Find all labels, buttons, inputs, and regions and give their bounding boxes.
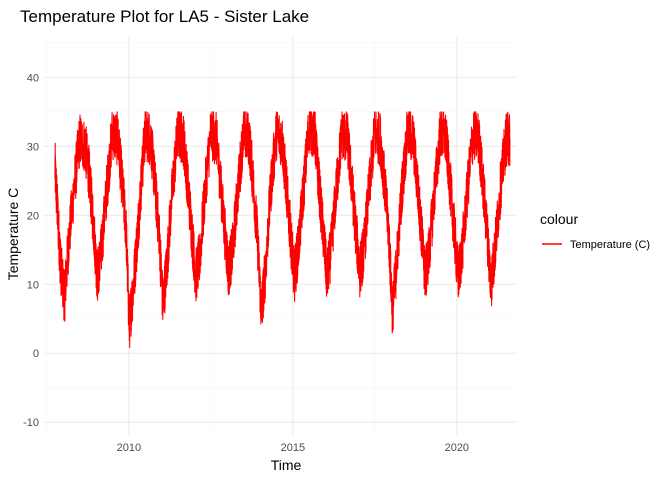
series-layer — [54, 111, 511, 349]
y-axis-title: Temperature C — [5, 188, 21, 281]
x-tick-label: 2010 — [117, 442, 141, 454]
legend-title: colour — [540, 211, 578, 227]
y-tick-label: 20 — [27, 210, 39, 222]
gridlines — [44, 36, 517, 436]
y-tick-label: 0 — [33, 348, 39, 360]
y-axis-ticks: -10 0 10 20 30 40 — [23, 72, 39, 429]
y-tick-label: 10 — [27, 279, 39, 291]
x-axis-title: Time — [271, 457, 302, 473]
chart-title: Temperature Plot for LA5 - Sister Lake — [20, 7, 309, 26]
x-tick-label: 2020 — [445, 442, 469, 454]
x-axis-ticks: 2010 2015 2020 — [117, 442, 469, 454]
x-tick-label: 2015 — [281, 442, 305, 454]
y-tick-label: 40 — [27, 72, 39, 84]
series-line-temperature — [54, 111, 511, 349]
legend-label-temperature: Temperature (C) — [570, 239, 650, 251]
y-tick-label: -10 — [23, 417, 39, 429]
legend: colour Temperature (C) — [540, 211, 650, 251]
y-tick-label: 30 — [27, 141, 39, 153]
